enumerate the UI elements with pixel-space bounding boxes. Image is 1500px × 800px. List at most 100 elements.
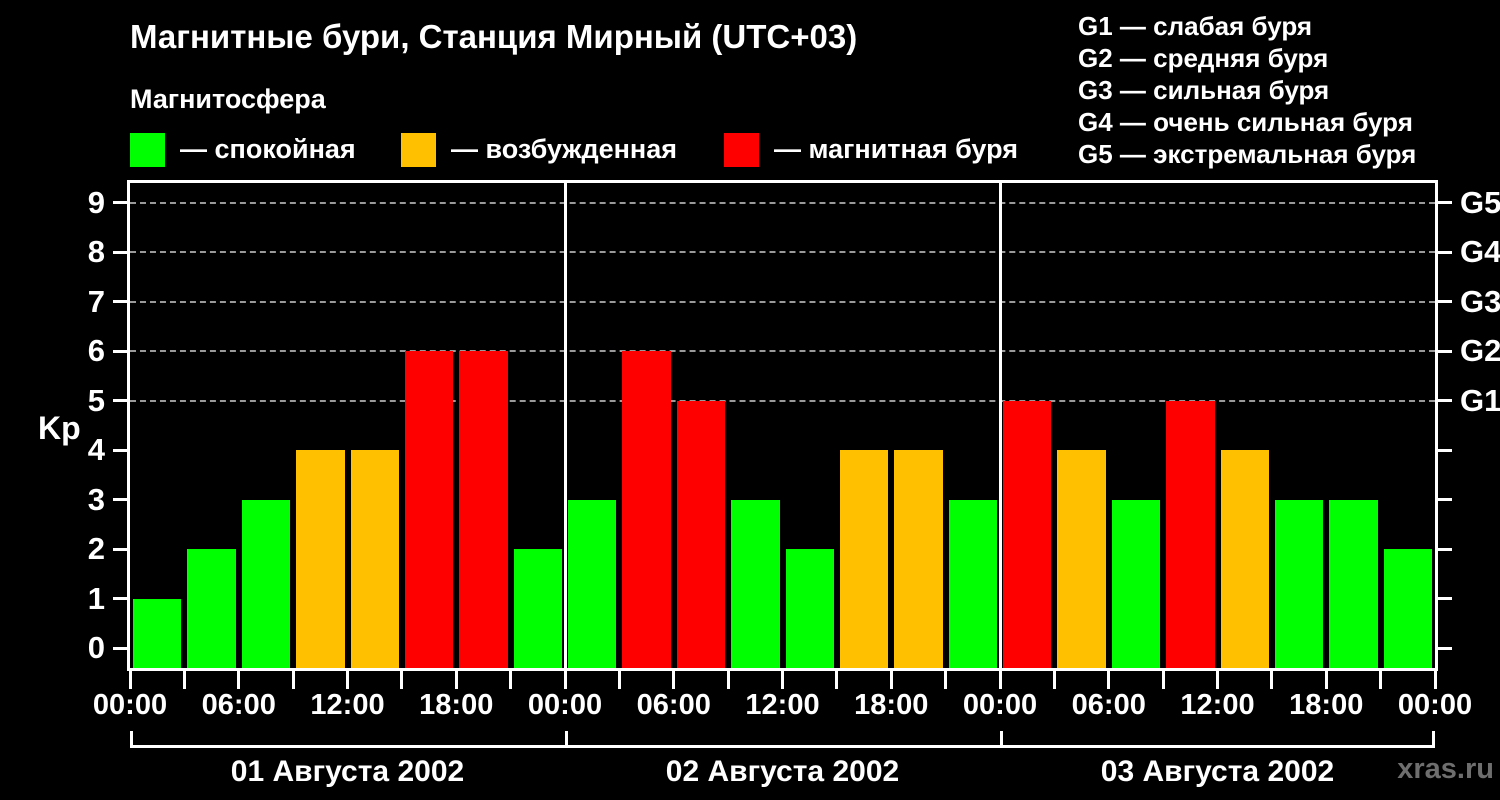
kp-bar <box>568 499 617 668</box>
x-axis-time-label: 06:00 <box>201 689 276 721</box>
y-axis-tick-label: 7 <box>87 283 105 319</box>
y-axis-tick-left <box>113 646 127 650</box>
x-axis-tick <box>781 671 784 689</box>
gridline-kp7 <box>130 300 1435 303</box>
y-axis-tick-right <box>1438 448 1452 452</box>
x-axis-time-label: 12:00 <box>1180 689 1255 721</box>
day-bracket-tick <box>1432 731 1435 748</box>
x-axis-tick <box>400 671 404 689</box>
y-axis-tick-label: 3 <box>87 481 105 517</box>
x-axis-tick <box>889 671 893 689</box>
legend-item-label: — спокойная <box>180 134 356 164</box>
y-axis-tick-label: 4 <box>87 432 105 468</box>
x-axis-tick <box>237 671 241 689</box>
x-axis-tick <box>182 671 186 689</box>
g-level-label: G2 <box>1460 333 1500 369</box>
y-axis-tick-right <box>1438 646 1452 650</box>
x-axis-time-label: 18:00 <box>854 689 929 721</box>
x-axis-tick <box>1161 671 1165 689</box>
g-level-label: G4 <box>1460 234 1500 270</box>
y-axis-tick-left <box>113 349 127 353</box>
y-axis-tick-label: 0 <box>87 630 105 666</box>
kp-bar <box>1220 450 1269 668</box>
y-axis-tick-right <box>1438 349 1452 353</box>
g-legend-line: G5 — экстремальная буря <box>1078 139 1417 169</box>
y-axis-tick-left <box>113 250 127 254</box>
kp-bar <box>133 598 182 668</box>
gridline-kp5 <box>130 399 1435 402</box>
g-legend-line: G1 — слабая буря <box>1078 11 1313 41</box>
g-legend-line: G2 — средняя буря <box>1078 43 1329 73</box>
y-axis-tick-right <box>1438 547 1452 551</box>
kp-bar <box>1003 400 1052 668</box>
kp-bar <box>1166 400 1215 668</box>
x-axis-tick <box>346 671 349 689</box>
day-bracket-tick <box>1000 731 1003 748</box>
x-axis-time-label: 12:00 <box>745 689 820 721</box>
gridline-kp9 <box>130 201 1435 204</box>
x-axis-time-label: 18:00 <box>1289 689 1364 721</box>
kp-bar <box>622 351 671 668</box>
kp-bar <box>785 549 834 668</box>
day-separator-line <box>563 183 567 668</box>
y-axis-tick-label: 2 <box>87 531 105 567</box>
y-axis-title: Kp <box>38 410 81 446</box>
y-axis-tick-right <box>1438 250 1452 254</box>
y-axis-tick-left <box>113 547 127 551</box>
g-legend-line: G4 — очень сильная буря <box>1078 107 1413 137</box>
x-axis-tick <box>1379 671 1383 689</box>
y-axis-tick-left <box>113 498 127 502</box>
excited-color-swatch <box>401 132 436 167</box>
kp-bar <box>1274 499 1324 668</box>
x-axis-tick <box>726 671 730 689</box>
watermark: xras.ru <box>1397 753 1494 785</box>
g-scale-legend: G1 — слабая буря G2 — средняя буря G3 — … <box>1078 10 1416 170</box>
kp-bar <box>513 549 562 668</box>
g-level-label: G1 <box>1460 382 1500 418</box>
x-axis-time-label: 06:00 <box>636 689 711 721</box>
gridline-kp6 <box>130 350 1435 353</box>
x-axis-tick <box>1433 671 1437 689</box>
legend-item-label: — магнитная буря <box>774 134 1018 164</box>
legend-item-quiet: — спокойная <box>130 131 356 168</box>
x-axis-tick <box>835 671 839 689</box>
kp-bar <box>241 499 291 668</box>
g-level-label: G5 <box>1460 184 1500 220</box>
y-axis-tick-label: 1 <box>87 580 105 616</box>
y-axis-tick-left <box>113 448 127 452</box>
g-legend-line: G3 — сильная буря <box>1078 75 1330 105</box>
kp-bar <box>459 351 508 668</box>
magnetosphere-subtitle: Магнитосфера <box>130 84 326 114</box>
kp-bar <box>404 351 454 668</box>
x-axis-tick <box>563 671 567 689</box>
x-axis-tick <box>454 671 458 689</box>
kp-bar <box>1057 450 1106 668</box>
x-axis-tick <box>672 671 676 689</box>
day-label: 01 Августа 2002 <box>230 755 465 788</box>
day-label: 03 Августа 2002 <box>1100 755 1335 788</box>
day-bracket-line <box>130 745 1435 748</box>
storm-color-swatch <box>724 132 759 167</box>
x-axis-tick <box>1052 671 1056 689</box>
x-axis-tick <box>128 671 132 689</box>
day-bracket-tick <box>565 731 568 748</box>
x-axis-tick <box>944 671 948 689</box>
day-separator-line <box>998 183 1002 668</box>
y-axis-tick-left <box>113 300 127 304</box>
page-title: Магнитные бури, Станция Мирный (UTC+03) <box>130 18 858 55</box>
y-axis-tick-left <box>113 201 127 205</box>
kp-bar <box>894 450 943 668</box>
kp-bar <box>1329 499 1378 668</box>
kp-bar-plot: 0 1 2 3 4 5 6 7 8 9 G1 G2 G3 G4 G5 00:00 06:00 12:00 18:00… <box>88 180 1500 788</box>
x-axis-tick <box>617 671 621 689</box>
x-axis-tick <box>509 671 513 689</box>
x-axis-time-label: 00:00 <box>1397 689 1473 721</box>
x-axis-tick <box>998 671 1002 689</box>
y-axis-tick-label: 5 <box>87 382 105 418</box>
x-axis-tick <box>1216 671 1219 689</box>
kp-bar <box>676 400 726 668</box>
kp-bar <box>350 450 399 668</box>
x-axis-time-label: 18:00 <box>419 689 494 721</box>
kp-bar <box>731 499 780 668</box>
gridline-kp8 <box>130 251 1435 254</box>
